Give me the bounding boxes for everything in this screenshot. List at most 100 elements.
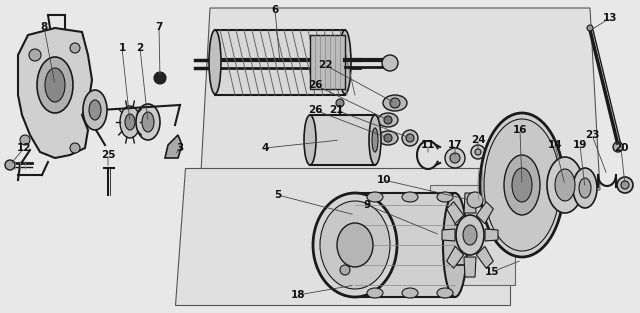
Ellipse shape <box>547 157 583 213</box>
Ellipse shape <box>437 288 453 298</box>
Ellipse shape <box>512 168 532 202</box>
Text: 3: 3 <box>177 143 184 153</box>
Text: 23: 23 <box>585 130 599 140</box>
Circle shape <box>384 116 392 124</box>
Circle shape <box>467 192 483 208</box>
Ellipse shape <box>209 30 221 94</box>
Ellipse shape <box>573 168 597 208</box>
Text: 16: 16 <box>513 125 527 135</box>
Text: 2: 2 <box>136 43 143 53</box>
Text: 12: 12 <box>17 143 31 153</box>
Circle shape <box>621 181 629 189</box>
Ellipse shape <box>369 115 381 165</box>
Polygon shape <box>175 168 510 305</box>
Ellipse shape <box>484 119 560 251</box>
Ellipse shape <box>402 192 418 202</box>
Circle shape <box>384 134 392 142</box>
Text: 20: 20 <box>614 143 628 153</box>
Ellipse shape <box>89 100 101 120</box>
Ellipse shape <box>402 288 418 298</box>
Ellipse shape <box>456 215 484 255</box>
Ellipse shape <box>339 30 351 94</box>
Ellipse shape <box>142 112 154 132</box>
Circle shape <box>406 134 414 142</box>
Ellipse shape <box>313 193 397 297</box>
Polygon shape <box>447 202 463 224</box>
Text: 15: 15 <box>484 267 499 277</box>
Ellipse shape <box>579 178 591 198</box>
Text: 13: 13 <box>603 13 617 23</box>
Circle shape <box>617 177 633 193</box>
Bar <box>430 185 515 285</box>
Circle shape <box>336 99 344 107</box>
Polygon shape <box>476 202 493 224</box>
Ellipse shape <box>83 90 107 130</box>
Text: 18: 18 <box>291 290 305 300</box>
Circle shape <box>450 153 460 163</box>
Circle shape <box>613 142 623 152</box>
Polygon shape <box>464 257 476 277</box>
Ellipse shape <box>463 225 477 245</box>
Ellipse shape <box>555 169 575 201</box>
Polygon shape <box>18 28 92 158</box>
Bar <box>355 193 455 297</box>
Circle shape <box>475 149 481 155</box>
Circle shape <box>471 145 485 159</box>
Circle shape <box>382 55 398 71</box>
Polygon shape <box>442 229 455 241</box>
Polygon shape <box>200 8 600 190</box>
Ellipse shape <box>378 113 398 127</box>
Circle shape <box>390 98 400 108</box>
Ellipse shape <box>37 57 73 113</box>
Polygon shape <box>447 246 463 268</box>
Ellipse shape <box>367 288 383 298</box>
Ellipse shape <box>443 193 467 297</box>
Polygon shape <box>464 193 476 213</box>
Ellipse shape <box>125 114 135 130</box>
Circle shape <box>70 143 80 153</box>
Ellipse shape <box>372 128 378 152</box>
Ellipse shape <box>367 192 383 202</box>
Ellipse shape <box>378 131 398 145</box>
Ellipse shape <box>304 115 316 165</box>
Text: 25: 25 <box>100 150 115 160</box>
Text: 19: 19 <box>573 140 587 150</box>
Ellipse shape <box>383 95 407 111</box>
Bar <box>310 35 345 89</box>
Text: 5: 5 <box>275 190 282 200</box>
Ellipse shape <box>136 104 160 140</box>
Text: 1: 1 <box>118 43 125 53</box>
Circle shape <box>445 148 465 168</box>
Text: 8: 8 <box>40 22 47 32</box>
Bar <box>215 30 345 95</box>
Circle shape <box>340 265 350 275</box>
Bar <box>310 115 375 165</box>
Circle shape <box>70 43 80 53</box>
Circle shape <box>154 72 166 84</box>
Ellipse shape <box>45 68 65 102</box>
Text: 24: 24 <box>470 135 485 145</box>
Text: 22: 22 <box>317 60 332 70</box>
Text: 17: 17 <box>448 140 462 150</box>
Polygon shape <box>165 135 182 158</box>
Text: 9: 9 <box>364 200 371 210</box>
Circle shape <box>29 49 41 61</box>
Ellipse shape <box>480 113 564 257</box>
Text: 7: 7 <box>156 22 163 32</box>
Circle shape <box>587 25 593 31</box>
Text: 4: 4 <box>261 143 269 153</box>
Ellipse shape <box>437 192 453 202</box>
Text: 11: 11 <box>420 140 435 150</box>
Circle shape <box>5 160 15 170</box>
Text: 26: 26 <box>308 80 323 90</box>
Ellipse shape <box>120 106 140 138</box>
Text: 14: 14 <box>548 140 563 150</box>
Ellipse shape <box>320 201 390 289</box>
Text: 6: 6 <box>271 5 278 15</box>
Circle shape <box>402 130 418 146</box>
Text: 26: 26 <box>308 105 323 115</box>
Ellipse shape <box>504 155 540 215</box>
Text: 10: 10 <box>377 175 391 185</box>
Polygon shape <box>476 246 493 268</box>
Polygon shape <box>485 229 498 241</box>
